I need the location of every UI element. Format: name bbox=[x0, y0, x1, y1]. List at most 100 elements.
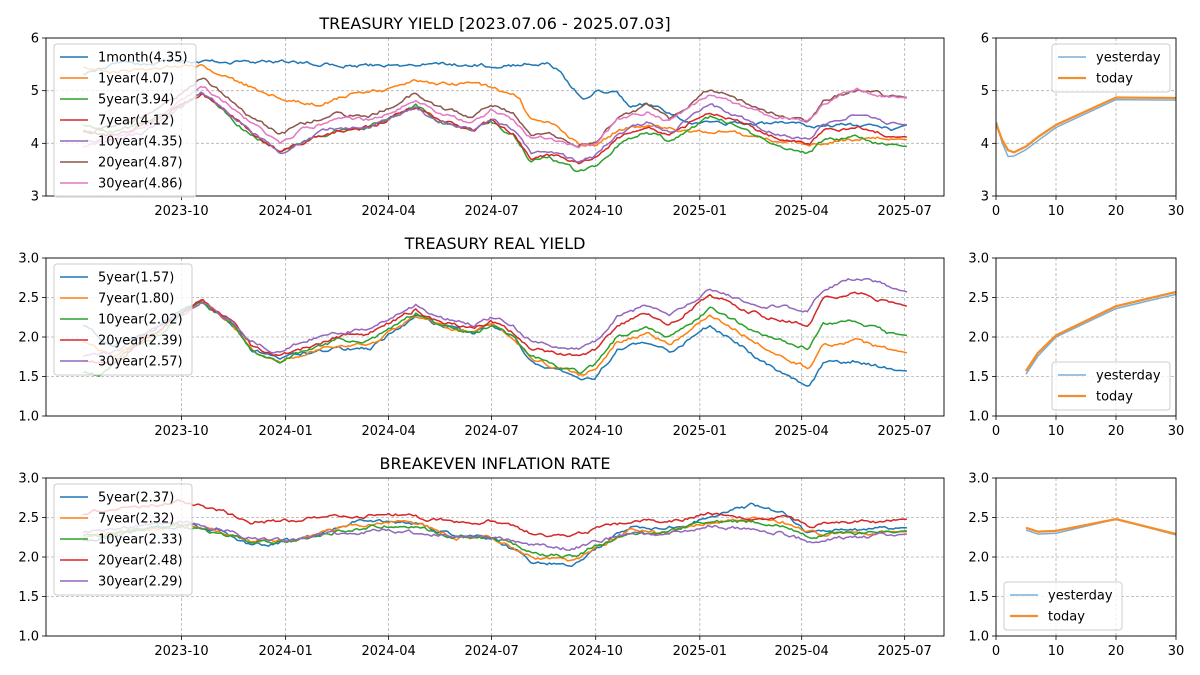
x-tick-label: 2024-01 bbox=[258, 204, 312, 219]
series-line-7year-4-12 bbox=[82, 92, 907, 165]
legend-entry: 7year(4.12) bbox=[98, 114, 174, 129]
series-line-today bbox=[996, 96, 1176, 154]
x-tick-label: 2023-10 bbox=[154, 424, 208, 439]
series-line-10year-2-33 bbox=[82, 519, 907, 559]
chart-title: TREASURY YIELD [2023.07.06 - 2025.07.03] bbox=[318, 14, 670, 33]
series-line-30year-4-86 bbox=[82, 85, 908, 149]
legend-entry: 20year(2.48) bbox=[98, 554, 183, 569]
legend-box bbox=[53, 483, 193, 596]
x-tick-label: 2024-07 bbox=[464, 424, 518, 439]
y-tick-label: 5 bbox=[31, 84, 39, 99]
legend-entry: yesterday bbox=[1096, 51, 1161, 66]
legend-entry: 7year(2.32) bbox=[98, 512, 174, 527]
series-line-30year-2-29 bbox=[82, 520, 907, 551]
series-line-today bbox=[1025, 290, 1176, 372]
y-tick-label: 2.5 bbox=[968, 511, 989, 526]
series-line-1month-4-35 bbox=[83, 58, 908, 132]
x-tick-label: 2024-07 bbox=[464, 204, 518, 219]
x-tick-label: 10 bbox=[1048, 424, 1065, 439]
legend-entry: yesterday bbox=[1048, 589, 1113, 604]
chart-title: BREAKEVEN INFLATION RATE bbox=[380, 454, 611, 473]
x-tick-label: 2024-10 bbox=[569, 204, 623, 219]
plot-frame bbox=[45, 37, 945, 197]
legend-box bbox=[1003, 581, 1123, 631]
y-tick-label: 3.0 bbox=[18, 472, 39, 487]
y-tick-label: 1.5 bbox=[968, 590, 989, 605]
legend-entry: 20year(4.87) bbox=[98, 156, 183, 171]
x-tick-label: 2025-04 bbox=[775, 644, 829, 659]
series-line-20year-2-39 bbox=[82, 291, 908, 366]
series-line-yesterday bbox=[1025, 293, 1176, 375]
legend-entry: today bbox=[1096, 390, 1133, 405]
series-line-today bbox=[1025, 517, 1176, 536]
y-tick-label: 3 bbox=[981, 190, 989, 205]
legend-entry: 7year(1.80) bbox=[98, 292, 174, 307]
legend-entry: 30year(2.29) bbox=[98, 575, 183, 590]
x-tick-label: 0 bbox=[992, 204, 1000, 219]
x-tick-label: 10 bbox=[1048, 644, 1065, 659]
legend-entry: 5year(3.94) bbox=[98, 93, 174, 108]
legend-entry: 20year(2.39) bbox=[98, 334, 183, 349]
legend-entry: 30year(4.86) bbox=[98, 177, 183, 192]
legend-box bbox=[53, 263, 193, 376]
legend: yesterday today bbox=[1051, 361, 1171, 411]
x-tick-label: 0 bbox=[992, 424, 1000, 439]
legend-entry: 1month(4.35) bbox=[98, 51, 188, 66]
x-tick-label: 10 bbox=[1048, 204, 1065, 219]
plot-frame bbox=[995, 477, 1177, 637]
legend: yesterday today bbox=[1051, 43, 1171, 93]
x-tick-label: 2023-10 bbox=[154, 644, 208, 659]
x-tick-label: 2024-10 bbox=[569, 424, 623, 439]
x-tick-label: 2024-04 bbox=[361, 644, 415, 659]
x-tick-label: 2025-01 bbox=[673, 424, 727, 439]
legend-entry: 30year(2.57) bbox=[98, 355, 183, 370]
legend: 1month(4.35) 1year(4.07) 5year(3.94) 7year(… bbox=[53, 43, 197, 198]
legend-entry: yesterday bbox=[1096, 369, 1161, 384]
y-tick-label: 2.5 bbox=[18, 511, 39, 526]
y-tick-label: 2.0 bbox=[968, 331, 989, 346]
y-tick-label: 1.0 bbox=[968, 410, 989, 425]
y-tick-label: 2.5 bbox=[968, 291, 989, 306]
y-tick-label: 5 bbox=[981, 84, 989, 99]
y-tick-label: 3.0 bbox=[968, 472, 989, 487]
series-line-30year-2-57 bbox=[82, 277, 908, 358]
x-tick-label: 30 bbox=[1168, 204, 1185, 219]
legend-entry: 1year(4.07) bbox=[98, 72, 174, 87]
x-tick-label: 2025-07 bbox=[877, 204, 931, 219]
y-tick-label: 1.5 bbox=[18, 370, 39, 385]
legend: 5year(1.57) 7year(1.80) 10year(2.02) 20year… bbox=[53, 263, 193, 376]
breakeven_curve-chart: 1.0 1.5 2.0 2.5 3.0 0 10 20 30 yesterday today bbox=[968, 472, 1184, 660]
y-tick-label: 2.0 bbox=[18, 331, 39, 346]
y-tick-label: 1.0 bbox=[18, 410, 39, 425]
y-tick-label: 2.5 bbox=[18, 291, 39, 306]
nominal-chart: 3 4 5 6 2023-10 2024-01 2024-04 2024-07 2024-10 2… bbox=[31, 14, 945, 219]
x-tick-label: 2025-07 bbox=[877, 424, 931, 439]
series-line-10year-4-35 bbox=[82, 91, 908, 163]
real_curve-chart: 1.0 1.5 2.0 2.5 3.0 0 10 20 30 yesterday today bbox=[968, 252, 1184, 440]
x-tick-label: 30 bbox=[1168, 424, 1185, 439]
plot-frame bbox=[45, 257, 945, 417]
legend: 5year(2.37) 7year(2.32) 10year(2.33) 20year… bbox=[53, 483, 193, 596]
y-tick-label: 6 bbox=[31, 32, 39, 47]
y-tick-label: 4 bbox=[981, 137, 989, 152]
y-tick-label: 2.0 bbox=[18, 551, 39, 566]
y-tick-label: 1.0 bbox=[18, 630, 39, 645]
series-line-1year-4-07 bbox=[83, 64, 907, 147]
series-line-20year-4-87 bbox=[83, 77, 907, 148]
x-tick-label: 2024-07 bbox=[464, 644, 518, 659]
x-tick-label: 30 bbox=[1168, 644, 1185, 659]
series-line-5year-1-57 bbox=[82, 300, 908, 387]
x-tick-label: 20 bbox=[1108, 424, 1125, 439]
x-tick-label: 20 bbox=[1108, 644, 1125, 659]
legend-entry: 5year(1.57) bbox=[98, 271, 174, 286]
x-tick-label: 2023-10 bbox=[154, 204, 208, 219]
x-tick-label: 2024-04 bbox=[361, 204, 415, 219]
legend-entry: today bbox=[1096, 72, 1133, 87]
y-tick-label: 2.0 bbox=[968, 551, 989, 566]
legend-box bbox=[1051, 361, 1171, 411]
chart-title: TREASURY REAL YIELD bbox=[404, 234, 586, 253]
x-tick-label: 20 bbox=[1108, 204, 1125, 219]
x-tick-label: 2024-10 bbox=[569, 644, 623, 659]
y-tick-label: 3.0 bbox=[18, 252, 39, 267]
